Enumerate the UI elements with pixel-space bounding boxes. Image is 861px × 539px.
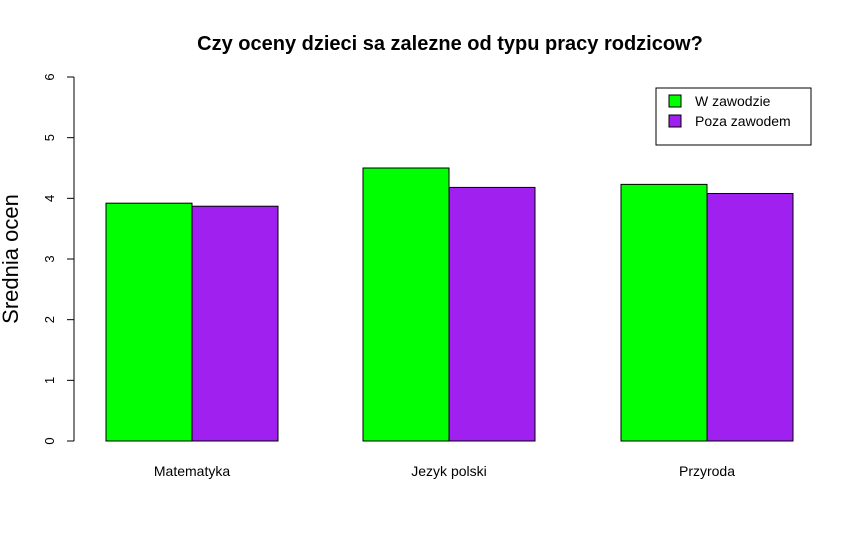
- category-label: Przyroda: [679, 463, 735, 479]
- legend-swatch: [668, 94, 682, 108]
- bar: [706, 192, 794, 442]
- y-tick-label: 0: [42, 437, 57, 444]
- bars-group: [105, 167, 794, 442]
- bar: [448, 186, 536, 442]
- y-axis-label: Srednia ocen: [0, 194, 23, 324]
- y-axis: 0 1 2 3 4 5 6: [42, 73, 75, 445]
- bar: [620, 183, 708, 442]
- y-tick-label: 3: [42, 255, 57, 262]
- category-labels: Matematyka Jezyk polski Przyroda: [154, 463, 735, 479]
- y-tick-label: 6: [42, 73, 57, 80]
- legend-label: W zawodzie: [695, 93, 771, 109]
- legend-box: [655, 87, 812, 146]
- category-label: Matematyka: [154, 463, 230, 479]
- y-tick-label: 2: [42, 316, 57, 323]
- chart-title: Czy oceny dzieci sa zalezne od typu prac…: [197, 33, 703, 55]
- y-tick-label: 1: [42, 377, 57, 384]
- y-tick-label: 5: [42, 134, 57, 141]
- bar: [105, 202, 193, 442]
- y-tick-label: 4: [42, 195, 57, 202]
- bar: [191, 205, 279, 442]
- legend-label: Poza zawodem: [695, 113, 791, 129]
- legend-swatch: [668, 114, 682, 128]
- legend: W zawodzie Poza zawodem: [655, 87, 812, 146]
- category-label: Jezyk polski: [411, 463, 486, 479]
- bar: [362, 167, 450, 442]
